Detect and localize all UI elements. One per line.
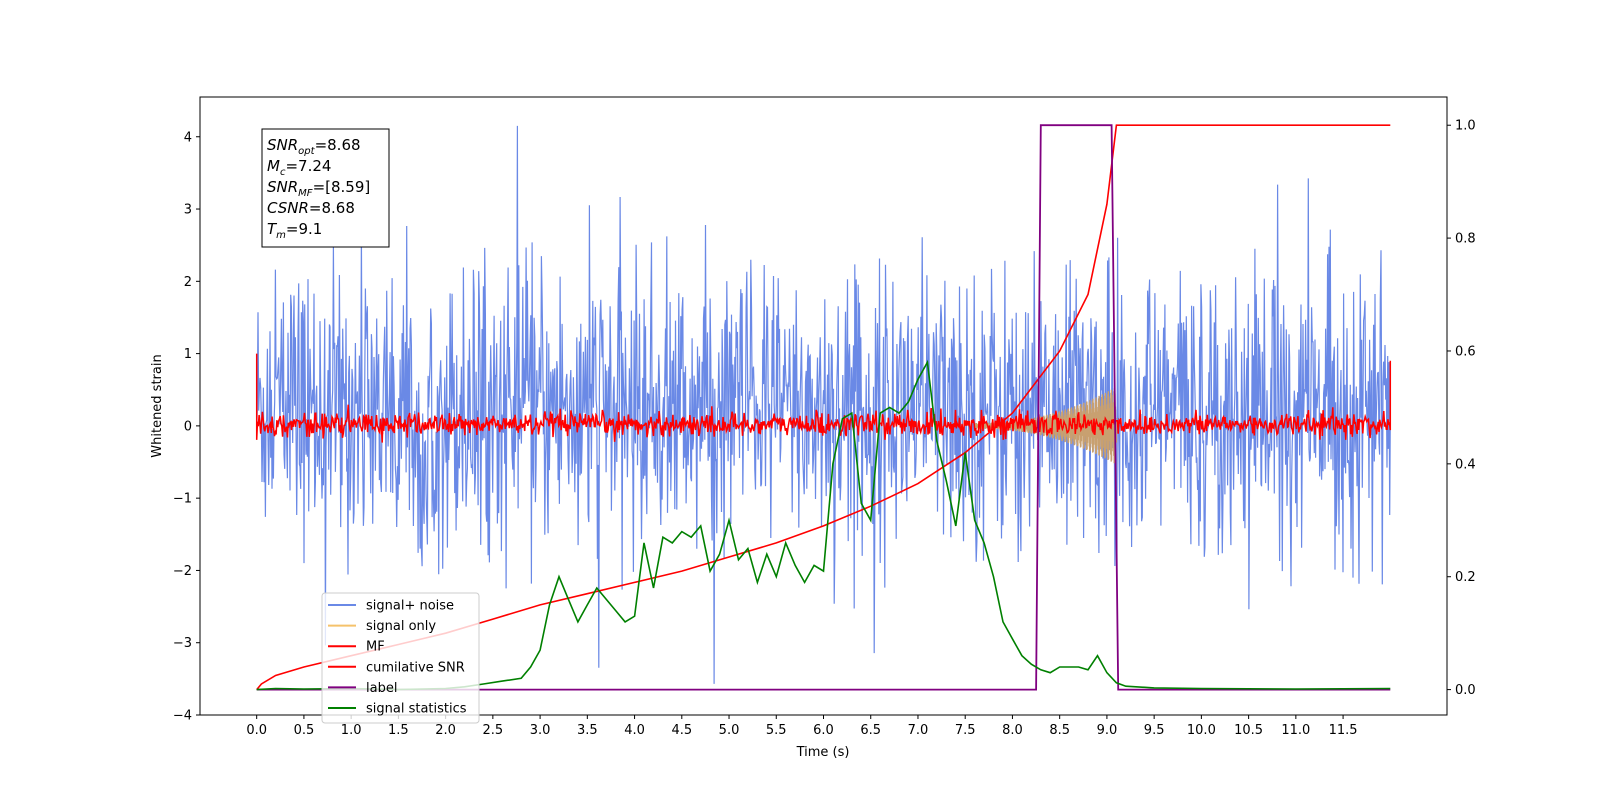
legend-label: signal+ noise bbox=[366, 599, 454, 614]
x-tick-label: 7.0 bbox=[908, 723, 929, 738]
y-tick-label: 0 bbox=[184, 419, 192, 434]
x-tick-label: 8.5 bbox=[1049, 723, 1070, 738]
annotation-line: Tm=9.1 bbox=[267, 220, 322, 241]
x-tick-label: 11.0 bbox=[1281, 723, 1310, 738]
y-axis-label: Whitened strain bbox=[150, 354, 165, 457]
legend-label: signal statistics bbox=[366, 702, 467, 717]
x-tick-label: 3.5 bbox=[577, 723, 598, 738]
x-tick-label: 6.5 bbox=[860, 723, 881, 738]
x-tick-label: 4.0 bbox=[624, 723, 645, 738]
y-tick-label: 2 bbox=[184, 275, 192, 290]
series-signal-statistics bbox=[256, 359, 1391, 691]
x-tick-label: 1.0 bbox=[341, 723, 362, 738]
y2-tick-label: 0.8 bbox=[1455, 232, 1476, 247]
y-tick-label: −4 bbox=[173, 709, 192, 724]
annotation-frame bbox=[261, 128, 390, 248]
legend-label: cumilative SNR bbox=[366, 660, 465, 675]
x-tick-label: 4.5 bbox=[671, 723, 692, 738]
x-tick-label: 5.5 bbox=[766, 723, 787, 738]
annotation-line: SNRopt=8.68 bbox=[267, 136, 361, 157]
annotation-line: SNRMF=[8.59] bbox=[267, 178, 370, 199]
y2-tick-label: 0.6 bbox=[1455, 344, 1476, 359]
x-tick-label: 5.0 bbox=[719, 723, 740, 738]
x-tick-label: 11.5 bbox=[1329, 723, 1358, 738]
annotation-line: Mc=7.24 bbox=[267, 157, 331, 178]
x-tick-label: 9.5 bbox=[1144, 723, 1165, 738]
y2-tick-label: 1.0 bbox=[1455, 119, 1476, 134]
y-tick-label: 4 bbox=[184, 130, 192, 145]
series-mf bbox=[255, 353, 1392, 443]
x-tick-label: 2.5 bbox=[483, 723, 504, 738]
annotation-line: CSNR=8.68 bbox=[267, 199, 355, 217]
x-tick-label: 0.5 bbox=[294, 723, 315, 738]
y-tick-label: −1 bbox=[173, 492, 192, 507]
y2-tick-label: 0.2 bbox=[1455, 570, 1476, 585]
legend-frame bbox=[321, 592, 480, 724]
y-tick-label: −3 bbox=[173, 636, 192, 651]
x-tick-label: 10.5 bbox=[1234, 723, 1263, 738]
x-tick-label: 1.5 bbox=[388, 723, 409, 738]
legend-label: label bbox=[366, 681, 397, 696]
y-tick-label: −2 bbox=[173, 564, 192, 579]
x-tick-label: 10.0 bbox=[1187, 723, 1216, 738]
y2-tick-label: 0.4 bbox=[1455, 457, 1476, 472]
x-tick-label: 2.0 bbox=[435, 723, 456, 738]
y-tick-label: 3 bbox=[184, 203, 192, 218]
x-tick-label: 3.0 bbox=[530, 723, 551, 738]
x-tick-label: 7.5 bbox=[955, 723, 976, 738]
x-axis-label: Time (s) bbox=[796, 745, 850, 760]
legend-label: signal only bbox=[366, 619, 436, 634]
axis-ticks: 0.0 0.5 1.0 1.5 2.0 2.5 3.0 3.5 4.0 4.5 5.0 5.5 6.0 6… bbox=[173, 119, 1476, 738]
x-tick-label: 8.0 bbox=[1002, 723, 1023, 738]
series-signal-noise bbox=[256, 125, 1391, 684]
legend: signal+ noise signal only MF cumilative SNR… bbox=[321, 592, 480, 724]
x-tick-label: 6.0 bbox=[813, 723, 834, 738]
series-label bbox=[256, 124, 1391, 691]
legend-label: MF bbox=[366, 640, 385, 655]
x-tick-label: 0.0 bbox=[246, 723, 267, 738]
y2-tick-label: 0.0 bbox=[1455, 683, 1476, 698]
x-tick-label: 9.0 bbox=[1097, 723, 1118, 738]
y-tick-label: 1 bbox=[184, 347, 192, 362]
